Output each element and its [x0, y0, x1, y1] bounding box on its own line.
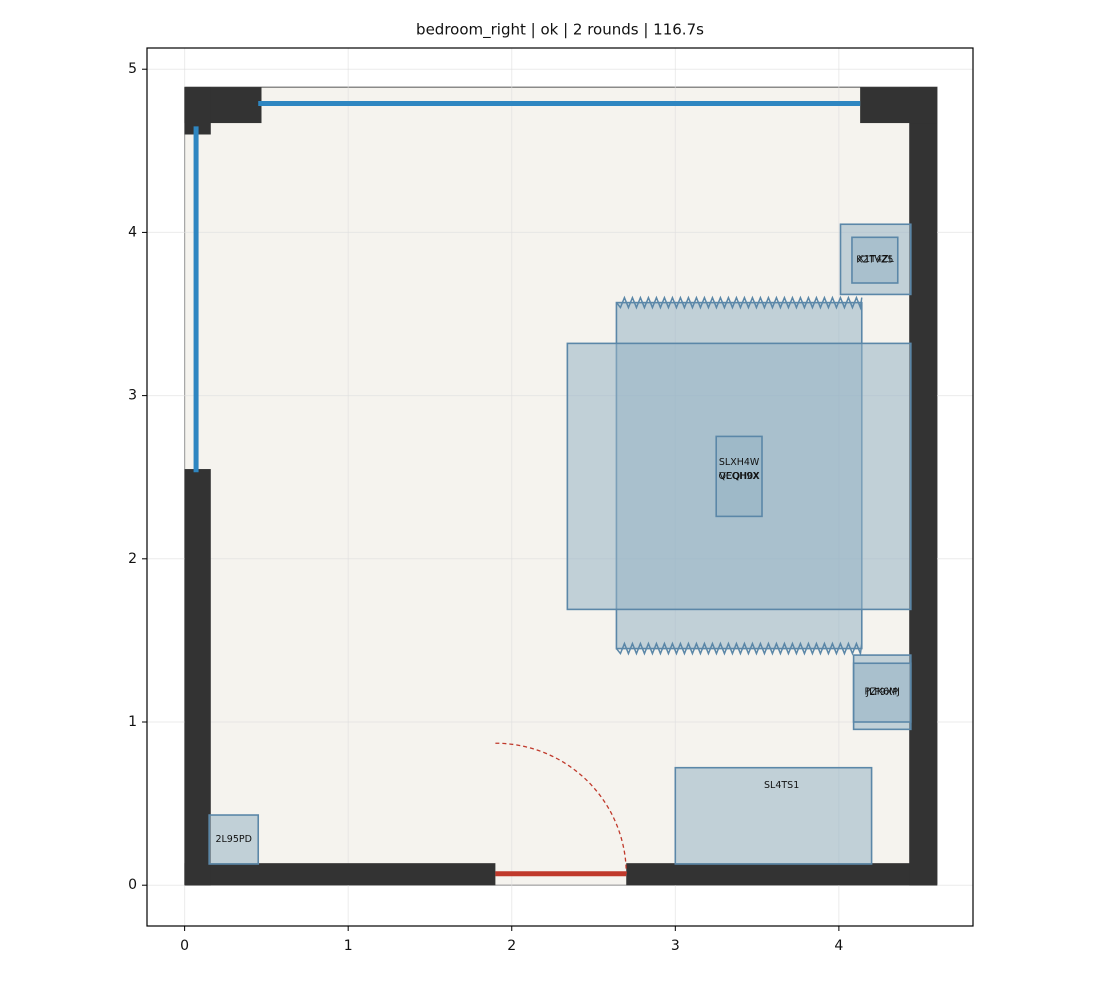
- chart-title: bedroom_right | ok | 2 rounds | 116.7s: [416, 21, 704, 40]
- furniture-label: QCQH0X: [718, 471, 760, 482]
- wall: [626, 863, 938, 886]
- y-tick-label: 4: [128, 224, 137, 240]
- furniture: [674, 766, 873, 865]
- x-tick-label: 4: [834, 938, 843, 954]
- door-swing: [495, 742, 627, 874]
- y-tick-label: 2: [128, 551, 137, 567]
- y-tick-label: 5: [128, 61, 137, 77]
- furniture-label: 2L95PD: [215, 834, 251, 845]
- y-tick-label: 0: [128, 877, 137, 893]
- furniture-label: K2TVZ5: [856, 255, 893, 266]
- wall: [909, 87, 938, 886]
- furniture: [715, 435, 763, 518]
- furniture-label: VEQH9X: [719, 471, 759, 482]
- y-tick-label: 3: [128, 388, 137, 404]
- furniture-label: SL4TS1: [764, 780, 799, 791]
- furniture-label: JLF9XP: [865, 687, 898, 698]
- furniture-label: X1T4ZL: [858, 254, 895, 265]
- furniture-label: SLXH4W: [719, 457, 760, 468]
- x-tick-label: 1: [344, 938, 353, 954]
- axes-frame: [146, 47, 974, 927]
- x-tick-label: 2: [507, 938, 516, 954]
- wall: [184, 863, 496, 886]
- furniture: [852, 662, 912, 723]
- furniture: [208, 814, 260, 865]
- furniture: [851, 236, 899, 284]
- x-tick-label: 3: [671, 938, 680, 954]
- rug-fringe: [615, 641, 863, 657]
- rug-fringe: [615, 295, 863, 311]
- wall: [184, 469, 211, 886]
- wall: [860, 87, 938, 124]
- y-tick-label: 1: [128, 714, 137, 730]
- furniture-label: PZK6MJ: [864, 687, 900, 698]
- x-tick-label: 0: [180, 938, 189, 954]
